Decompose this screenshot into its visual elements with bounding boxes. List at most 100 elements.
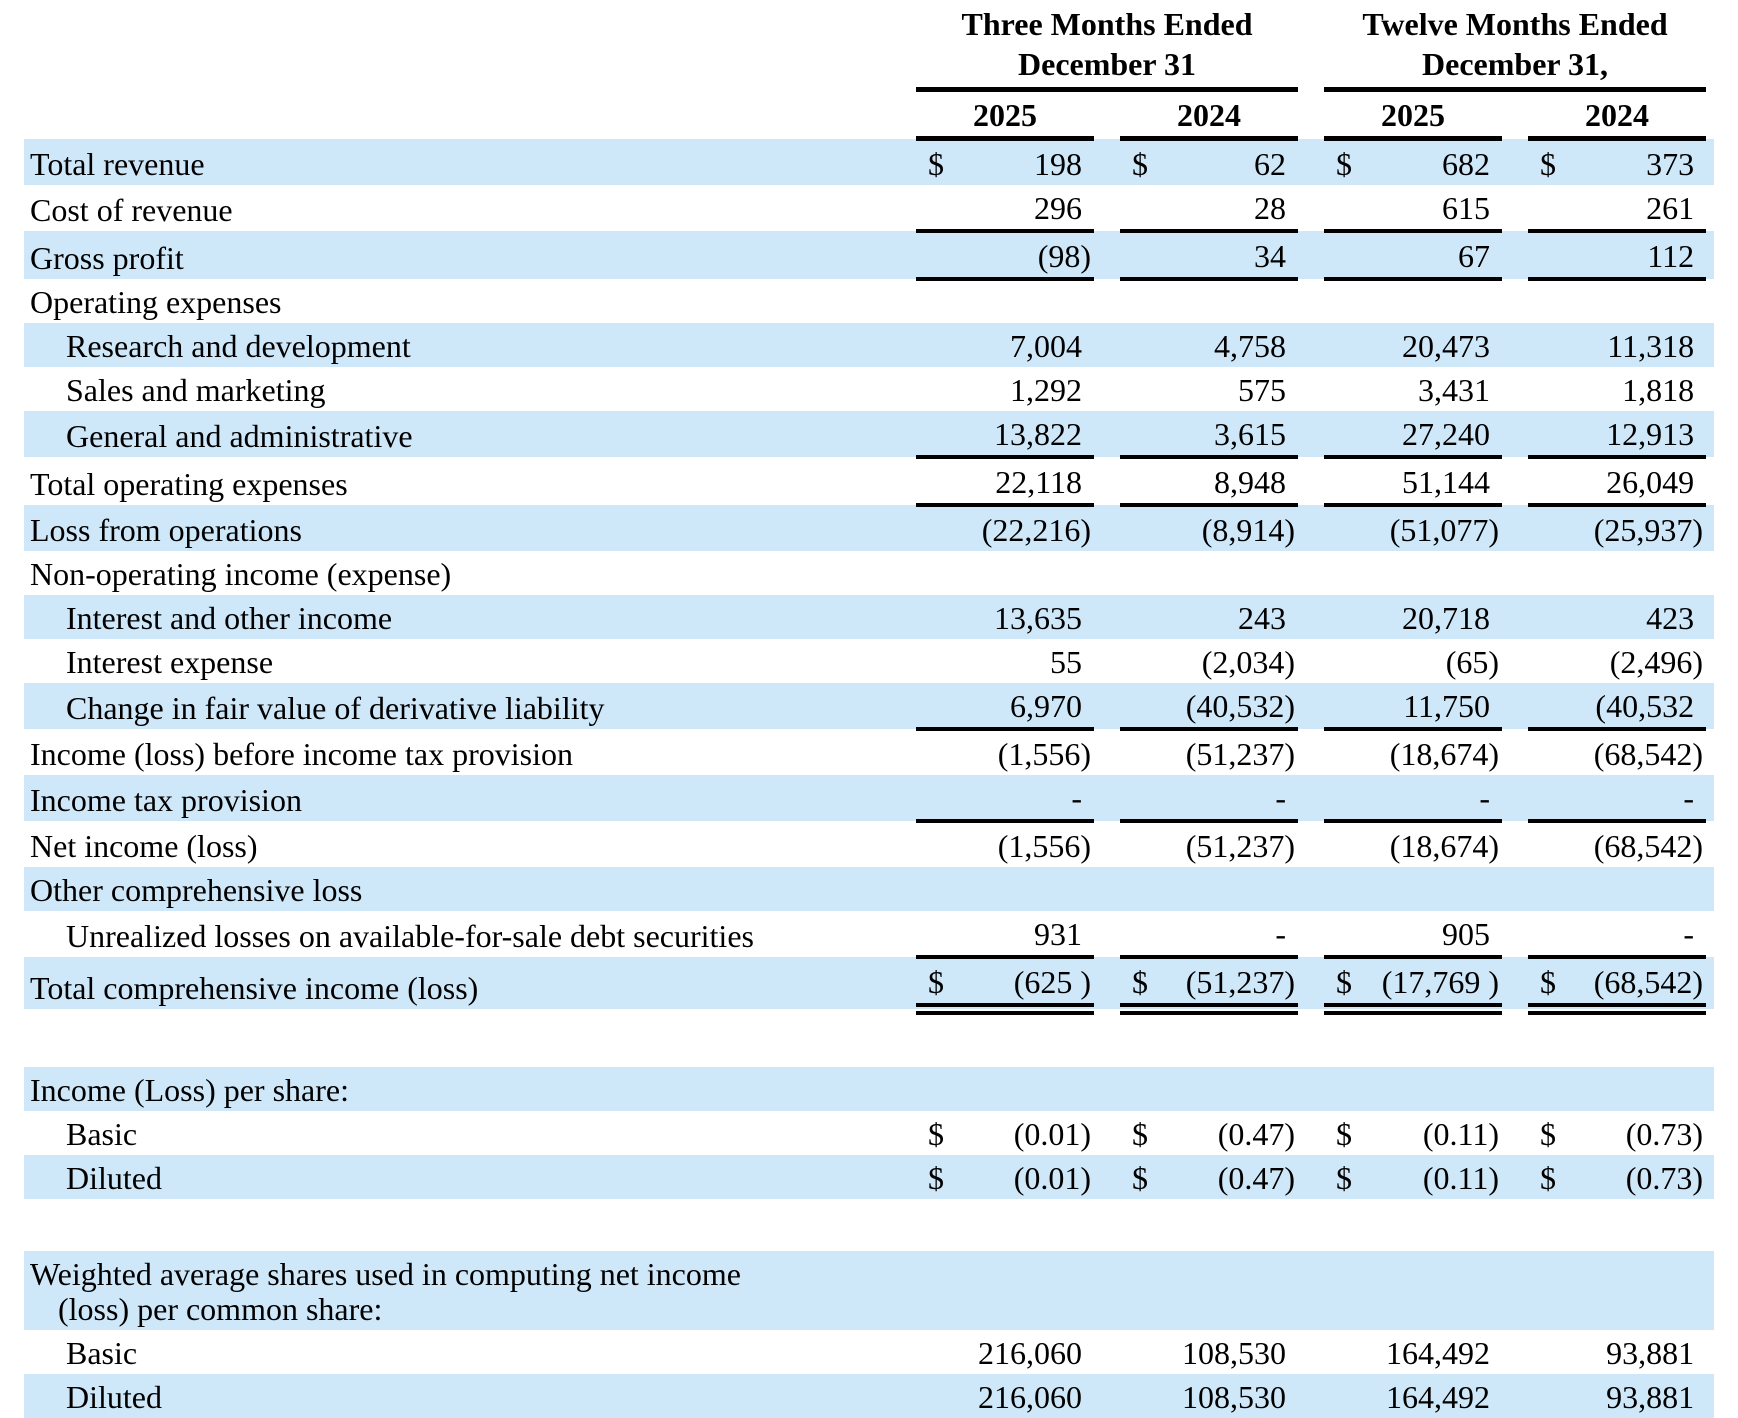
column-gap	[1706, 90, 1714, 139]
row-label-text: Basic	[66, 1335, 916, 1371]
currency-symbol-cell: $	[916, 1155, 958, 1199]
column-gap	[1094, 729, 1120, 775]
row-label: Net income (loss)	[24, 821, 916, 867]
value-cell: (40,532	[1570, 683, 1706, 729]
column-gap	[1298, 4, 1324, 90]
table-row: Total revenue$198$62$682$373	[24, 139, 1714, 186]
column-gap	[1094, 683, 1120, 729]
value-cell	[1366, 867, 1502, 911]
row-label-text: Interest expense	[66, 644, 916, 680]
currency-symbol-cell	[1120, 411, 1162, 457]
currency-symbol-cell	[1120, 595, 1162, 639]
column-gap	[1298, 185, 1324, 231]
column-gap	[1706, 279, 1714, 323]
column-gap	[1502, 595, 1528, 639]
value-cell: 216,060	[958, 1374, 1094, 1418]
currency-symbol-cell: $	[1528, 1155, 1570, 1199]
income-statement: Three Months Ended December 31 Twelve Mo…	[24, 4, 1714, 1418]
value-cell: (98)	[958, 231, 1094, 279]
currency-symbol-cell	[1324, 1374, 1366, 1418]
currency-symbol-cell	[916, 729, 958, 775]
value-cell: (0.01)	[958, 1111, 1094, 1155]
table-row: Other comprehensive loss	[24, 867, 1714, 911]
currency-symbol-cell	[1528, 1330, 1570, 1374]
currency-symbol-cell	[1528, 367, 1570, 411]
column-gap	[1094, 595, 1120, 639]
value-cell: (0.73)	[1570, 1155, 1706, 1199]
column-gap	[1094, 323, 1120, 367]
currency-symbol-cell	[916, 775, 958, 821]
period-header-row: Three Months Ended December 31 Twelve Mo…	[24, 4, 1714, 90]
column-gap	[1502, 775, 1528, 821]
currency-symbol-cell	[1120, 911, 1162, 957]
column-gap	[1298, 595, 1324, 639]
value-cell: (51,237)	[1162, 957, 1298, 1009]
currency-symbol-cell	[916, 279, 958, 323]
currency-symbol-cell	[916, 367, 958, 411]
column-gap	[1706, 729, 1714, 775]
currency-symbol-cell	[1120, 323, 1162, 367]
value-cell: 575	[1162, 367, 1298, 411]
currency-symbol-cell	[1324, 595, 1366, 639]
value-cell: (1,556)	[958, 821, 1094, 867]
currency-symbol-cell	[1528, 411, 1570, 457]
currency-symbol-cell	[1120, 279, 1162, 323]
period-column-header: Twelve Months Ended December 31,	[1324, 4, 1706, 90]
value-cell: 28	[1162, 185, 1298, 231]
table-row: Total comprehensive income (loss)$(625 )…	[24, 957, 1714, 1009]
row-label: Research and development	[24, 323, 916, 367]
column-gap	[1502, 1111, 1528, 1155]
value-cell: -	[1162, 775, 1298, 821]
row-label: Other comprehensive loss	[24, 867, 916, 911]
column-gap	[1502, 867, 1528, 911]
column-gap	[1502, 279, 1528, 323]
currency-symbol-cell	[1324, 367, 1366, 411]
value-cell: 1,292	[958, 367, 1094, 411]
value-cell	[1162, 279, 1298, 323]
value-cell: (17,769 )	[1366, 957, 1502, 1009]
currency-symbol-cell	[1528, 1374, 1570, 1418]
value-cell	[958, 1251, 1094, 1330]
currency-symbol-cell	[1324, 185, 1366, 231]
value-cell	[958, 551, 1094, 595]
value-cell	[958, 867, 1094, 911]
column-gap	[1094, 139, 1120, 186]
table-row: Income (loss) before income tax provisio…	[24, 729, 1714, 775]
value-cell: 243	[1162, 595, 1298, 639]
row-label: Weighted average shares used in computin…	[24, 1251, 916, 1330]
currency-symbol-cell: $	[1324, 957, 1366, 1009]
income-statement-table: Three Months Ended December 31 Twelve Mo…	[24, 4, 1714, 1418]
value-cell: 62	[1162, 139, 1298, 186]
value-cell: 112	[1570, 231, 1706, 279]
value-cell: 198	[958, 139, 1094, 186]
currency-symbol-cell	[1324, 821, 1366, 867]
currency-symbol-cell	[1528, 821, 1570, 867]
currency-symbol-cell: $	[916, 957, 958, 1009]
value-cell: -	[1570, 911, 1706, 957]
value-cell: (0.73)	[1570, 1111, 1706, 1155]
currency-symbol-cell	[1120, 729, 1162, 775]
currency-symbol-cell	[1324, 1330, 1366, 1374]
value-cell: 373	[1570, 139, 1706, 186]
row-label: Change in fair value of derivative liabi…	[24, 683, 916, 729]
currency-symbol-cell	[1324, 231, 1366, 279]
value-cell: (51,077)	[1366, 505, 1502, 551]
value-cell: (0.47)	[1162, 1111, 1298, 1155]
value-cell: 682	[1366, 139, 1502, 186]
currency-symbol-cell	[1120, 775, 1162, 821]
value-cell	[1570, 1251, 1706, 1330]
row-label-text: Other comprehensive loss	[30, 872, 916, 908]
value-cell: 12,913	[1570, 411, 1706, 457]
currency-symbol-cell: $	[1528, 957, 1570, 1009]
column-gap	[1706, 551, 1714, 595]
value-cell	[1570, 279, 1706, 323]
column-gap	[1298, 505, 1324, 551]
column-gap	[1706, 1374, 1714, 1418]
currency-symbol-cell	[1324, 867, 1366, 911]
column-gap	[1502, 1067, 1528, 1111]
value-cell: 3,431	[1366, 367, 1502, 411]
